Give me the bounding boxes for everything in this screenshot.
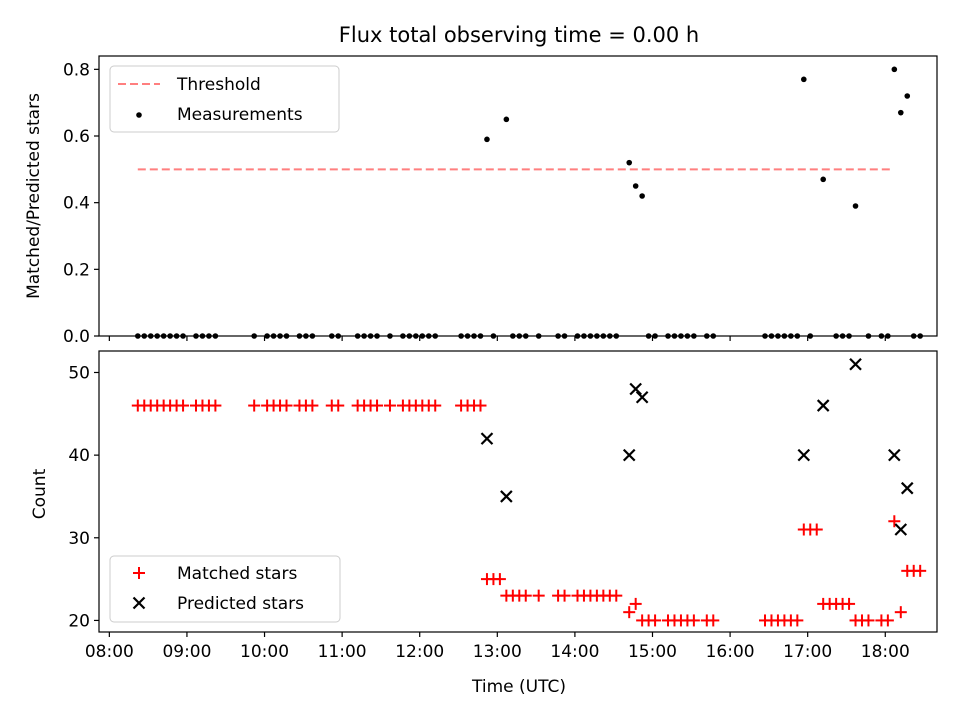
predicted-star-point	[888, 448, 901, 462]
legend-matched-label: Matched stars	[177, 564, 297, 584]
predicted-star-point	[849, 357, 862, 371]
bottom-y-axis-label: Count	[30, 468, 50, 519]
top-y-tick-label: 0.2	[63, 260, 90, 280]
bottom-legend-box	[109, 555, 341, 623]
top-y-tick-label: 0.6	[63, 127, 90, 147]
measurement-point	[503, 116, 510, 123]
measurement-point	[891, 66, 898, 73]
matched-star-point	[383, 399, 396, 412]
x-tick-label: 16:00	[706, 642, 755, 662]
matched-star-point	[429, 399, 442, 412]
matched-star-point	[791, 614, 804, 627]
bottom-y-tick-label: 30	[68, 529, 90, 549]
matched-star-point	[177, 399, 190, 412]
predicted-star-point	[480, 432, 494, 445]
matched-star-point	[371, 399, 384, 412]
matched-star-point	[687, 614, 700, 627]
measurement-point	[639, 193, 645, 199]
matched-star-points	[131, 399, 927, 627]
predicted-star-point	[894, 523, 908, 536]
top-legend: Threshold Measurements	[109, 65, 340, 133]
matched-star-point	[558, 589, 571, 602]
measurement-point	[800, 76, 807, 83]
matched-star-point	[248, 399, 261, 412]
x-axis-label: Time (UTC)	[471, 677, 566, 697]
matched-star-point	[894, 606, 907, 619]
x-tick-label: 11:00	[318, 642, 367, 662]
top-y-tick-label: 0.8	[63, 60, 90, 80]
matched-star-point	[629, 597, 642, 610]
ratio-panel: 0.00.20.40.60.8 Matched/Predicted stars …	[24, 55, 938, 347]
x-tick-label: 10:00	[240, 642, 289, 662]
matched-star-point	[914, 564, 927, 577]
measurement-point	[852, 203, 859, 209]
legend-matched-marker	[133, 567, 145, 579]
matched-star-point	[280, 399, 293, 412]
x-tick-label: 17:00	[783, 642, 832, 662]
predicted-star-point	[500, 490, 513, 503]
predicted-star-point	[629, 382, 642, 396]
legend-measurements-label: Measurements	[177, 105, 303, 125]
predicted-star-point	[816, 399, 830, 412]
top-legend-box	[109, 65, 340, 133]
bottom-legend: Matched stars Predicted stars	[109, 555, 341, 623]
x-tick-label: 08:00	[85, 642, 134, 662]
measurement-point	[632, 183, 639, 189]
predicted-star-point	[797, 448, 811, 462]
x-tick-label: 18:00	[861, 642, 910, 662]
matched-star-point	[888, 515, 901, 528]
x-tick-label: 13:00	[473, 642, 522, 662]
matched-star-point	[610, 589, 623, 602]
bottom-y-tick-label: 20	[68, 611, 90, 631]
predicted-star-point	[900, 481, 914, 495]
measurement-point	[897, 109, 904, 116]
measurement-point	[820, 176, 826, 183]
bottom-y-tick-label: 40	[68, 446, 90, 466]
matched-star-point	[707, 614, 720, 627]
matched-star-point	[532, 589, 545, 602]
x-tick-label: 15:00	[628, 642, 677, 662]
predicted-star-points	[480, 357, 914, 536]
chart-title: Flux total observing time = 0.00 h	[339, 23, 699, 47]
matched-star-point	[332, 399, 345, 412]
top-y-axis-ticks: 0.0 0.2 0.4 0.6 0.8	[63, 60, 99, 347]
top-y-tick-label: 0.0	[63, 327, 90, 347]
bottom-x-axis-ticks: 08:00 09:00 10:00 11:00 12:00 13:00 14:00 15:00…	[85, 632, 910, 662]
matched-star-point	[649, 614, 662, 627]
legend-predicted-marker	[132, 596, 146, 610]
count-panel: 20 30 40 50 08:00 09:00 10:00 11:00 12:00 13:00 1…	[30, 350, 938, 697]
matched-star-point	[493, 573, 506, 586]
matched-star-point	[862, 614, 875, 627]
bottom-y-axis-ticks: 20 30 40 50	[68, 363, 99, 631]
top-x-axis-ticks	[108, 336, 886, 341]
top-y-axis-label: Matched/Predicted stars	[24, 93, 44, 299]
predicted-star-point	[622, 448, 636, 462]
top-axes-frame	[98, 55, 938, 337]
measurement-point	[904, 93, 911, 99]
legend-matched-swatch	[133, 567, 145, 579]
measurement-point	[626, 159, 633, 166]
predicted-star-point	[635, 391, 649, 404]
bottom-y-tick-label: 50	[68, 363, 90, 383]
matched-star-point	[881, 614, 894, 627]
matched-star-point	[209, 399, 222, 412]
matched-star-point	[474, 399, 487, 412]
legend-measurement-swatch	[136, 112, 142, 118]
bottom-axes-frame	[98, 350, 938, 633]
matched-star-point	[843, 597, 856, 610]
matched-star-point	[519, 589, 532, 602]
x-tick-label: 12:00	[395, 642, 444, 662]
matched-star-point	[810, 523, 823, 536]
matched-star-point	[306, 399, 319, 412]
matched-star-point	[623, 606, 636, 619]
x-tick-label: 14:00	[550, 642, 599, 662]
top-y-tick-label: 0.4	[63, 194, 90, 214]
measurement-point	[484, 136, 490, 143]
legend-predicted-label: Predicted stars	[177, 594, 304, 614]
legend-predicted-swatch	[132, 596, 146, 610]
x-tick-label: 09:00	[162, 642, 211, 662]
legend-threshold-label: Threshold	[176, 75, 261, 95]
